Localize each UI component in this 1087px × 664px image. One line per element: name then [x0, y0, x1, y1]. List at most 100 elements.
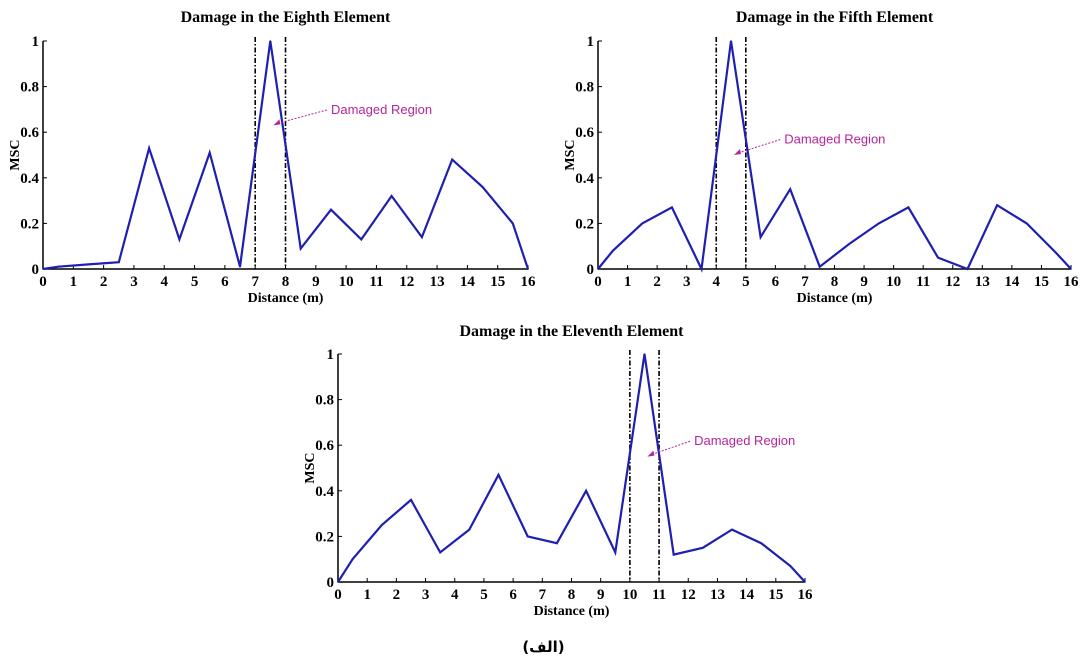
msc-data-point — [351, 558, 354, 560]
y-tick-label: 0.8 — [315, 393, 334, 409]
y-tick-label: 0.2 — [20, 216, 39, 232]
msc-data-point — [117, 261, 120, 263]
x-tick-label: 9 — [860, 274, 868, 290]
x-tick-label: 4 — [451, 587, 459, 603]
msc-data-point — [597, 268, 599, 270]
x-tick-label: 0 — [334, 587, 342, 603]
x-tick-label: 13 — [710, 587, 725, 603]
msc-data-point — [878, 222, 880, 225]
x-axis-label: Distance (m) — [797, 291, 873, 306]
y-tick-label: 0.6 — [575, 125, 594, 141]
msc-series-line — [597, 40, 1072, 273]
x-tick-label: 6 — [509, 587, 517, 603]
x-tick-label: 7 — [801, 274, 809, 290]
x-tick-label: 5 — [742, 274, 750, 290]
y-axis-label: MSC — [563, 139, 578, 170]
annotation-arrowhead — [733, 149, 741, 155]
x-tick-label: 9 — [312, 274, 320, 290]
msc-data-point — [410, 499, 412, 501]
y-tick-label: 1 — [327, 347, 335, 363]
msc-data-point — [1055, 252, 1058, 254]
msc-data-point — [497, 474, 500, 476]
x-tick-label: 13 — [430, 274, 445, 290]
x-tick-label: 10 — [886, 274, 901, 290]
x-axis-label: Distance (m) — [534, 604, 610, 619]
chart-fifth-element: Damage in the Fifth Element 0 0.2 0.4 0.6 0.8… — [563, 9, 1079, 306]
msc-data-point — [702, 547, 704, 549]
x-tick-label: 8 — [568, 587, 576, 603]
chart-panel-eleventh-element: Damage in the Eleventh Element 0 0.2 0.4 0.6… — [288, 318, 823, 628]
x-tick-label: 1 — [363, 587, 371, 603]
msc-data-point — [439, 551, 441, 554]
msc-data-point — [789, 188, 791, 190]
y-tick-label: 0.8 — [575, 80, 594, 96]
msc-data-point — [789, 565, 792, 567]
msc-series-line — [42, 40, 530, 271]
y-tick-label: 0 — [587, 262, 595, 278]
msc-data-point — [804, 581, 806, 583]
y-axis-label: MSC — [8, 139, 23, 170]
msc-data-point — [818, 265, 821, 268]
x-tick-label: 7 — [539, 587, 547, 603]
y-tick-label: 1 — [587, 34, 595, 50]
msc-series-line — [337, 353, 806, 583]
msc-data-point — [208, 151, 211, 154]
x-tick-label: 4 — [161, 274, 169, 290]
msc-data-point — [996, 204, 998, 206]
msc-data-point — [672, 553, 675, 556]
msc-data-point — [527, 268, 529, 270]
y-tick-label: 1 — [32, 34, 40, 50]
annotation-arrow-line — [277, 109, 328, 124]
x-tick-label: 2 — [100, 274, 108, 290]
x-tick-label: 7 — [251, 274, 259, 290]
msc-data-point — [1025, 222, 1028, 225]
y-tick-label: 0.2 — [315, 529, 334, 545]
x-tick-label: 11 — [652, 587, 666, 603]
msc-data-point — [526, 535, 529, 538]
y-tick-label: 0.2 — [575, 216, 594, 232]
x-tick-label: 16 — [798, 587, 814, 603]
y-tick-label: 0.8 — [20, 80, 39, 96]
msc-data-point — [556, 542, 558, 545]
annotation-damaged-region: Damaged Region — [331, 102, 432, 117]
y-tick-label: 0.4 — [20, 171, 39, 187]
figure-caption: (الف) — [522, 638, 565, 656]
x-tick-label: 0 — [594, 274, 602, 290]
x-axis-label: Distance (m) — [248, 291, 324, 306]
y-axis-label: MSC — [303, 452, 318, 483]
x-tick-label: 3 — [683, 274, 691, 290]
msc-data-point — [730, 40, 732, 42]
x-tick-label: 10 — [339, 274, 354, 290]
msc-data-point — [611, 249, 614, 252]
chart-eleventh-element: Damage in the Eleventh Element 0 0.2 0.4 0.6… — [303, 323, 814, 619]
x-tick-label: 6 — [221, 274, 229, 290]
x-tick-label: 14 — [1004, 274, 1020, 290]
x-tick-label: 13 — [975, 274, 990, 290]
annotation-arrowhead — [647, 450, 655, 457]
x-tick-label: 5 — [480, 587, 488, 603]
x-tick-label: 1 — [70, 274, 78, 290]
x-tick-label: 14 — [460, 274, 476, 290]
msc-data-point — [731, 528, 733, 531]
chart-title: Damage in the Eleventh Element — [460, 323, 685, 340]
msc-data-point — [643, 353, 646, 355]
chart-panel-eighth-element: Damage in the Eighth Element 0 0.2 0.4 0.6 0.… — [8, 4, 545, 314]
x-tick-label: 12 — [681, 587, 696, 603]
annotation-damaged-region: Damaged Region — [784, 132, 885, 147]
msc-data-point — [380, 524, 383, 526]
msc-data-point — [87, 263, 90, 266]
msc-data-point — [330, 208, 332, 211]
y-tick-label: 0.6 — [20, 125, 39, 141]
annotation-arrowhead — [273, 119, 281, 126]
annotation-damaged-region: Damaged Region — [694, 433, 795, 448]
msc-data-point — [848, 243, 851, 245]
x-tick-label: 5 — [191, 274, 199, 290]
msc-data-point — [481, 186, 484, 188]
msc-data-point — [390, 195, 393, 197]
msc-data-point — [1070, 268, 1072, 270]
chart-eighth-element: Damage in the Eighth Element 0 0.2 0.4 0.6 0.… — [8, 9, 536, 306]
x-tick-label: 8 — [282, 274, 290, 290]
msc-data-point — [421, 236, 423, 238]
x-tick-label: 15 — [1034, 274, 1049, 290]
msc-data-point — [468, 528, 471, 531]
